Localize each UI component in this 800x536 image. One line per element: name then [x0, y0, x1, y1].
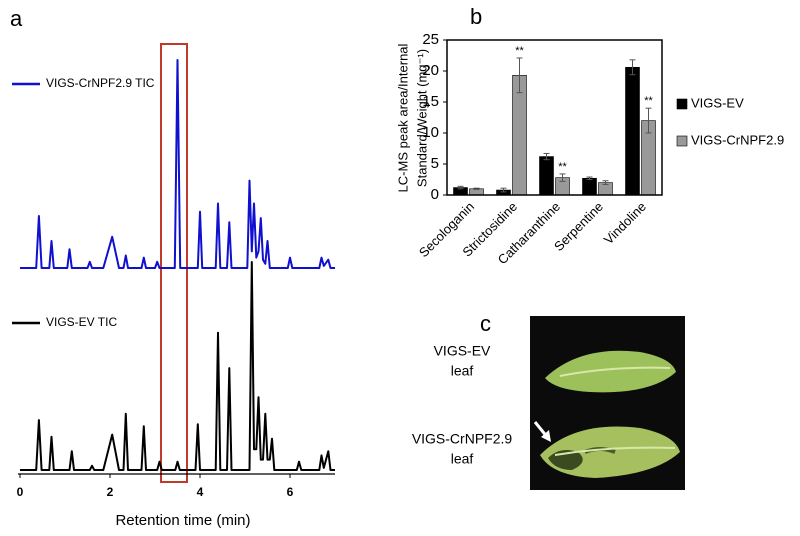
y-tick-label: 25 — [422, 31, 439, 48]
y-tick-label: 20 — [422, 62, 439, 79]
significance-label: ** — [644, 95, 653, 107]
trace-line — [20, 261, 335, 471]
x-axis-label: Retention time (min) — [115, 512, 250, 529]
x-tick-label: 6 — [287, 485, 294, 499]
error-bar — [473, 187, 480, 190]
bar — [625, 66, 640, 196]
error-bar — [500, 187, 507, 193]
legend-swatch — [676, 135, 688, 147]
bar — [582, 177, 597, 196]
legend-label: VIGS-EV TIC — [46, 315, 117, 329]
error-bar — [559, 173, 566, 182]
photo-caption: leaf — [451, 363, 474, 379]
error-bar — [586, 176, 593, 180]
leaf-photo — [530, 316, 685, 490]
plot-frame — [446, 39, 663, 196]
y-axis-label: Standard/Weight (mg⁻¹) — [414, 49, 429, 187]
legend-label: VIGS-CrNPF2.9 TIC — [46, 76, 155, 90]
error-bar — [543, 152, 550, 161]
x-tick-label: 4 — [197, 485, 204, 499]
panel-label: b — [470, 4, 482, 29]
bar — [539, 156, 554, 196]
y-tick-label: 10 — [422, 124, 439, 141]
photo-caption: VIGS-EV — [434, 343, 491, 359]
legend-swatch — [676, 98, 688, 110]
error-bar — [516, 57, 523, 94]
y-axis-label: LC-MS peak area/Internal — [395, 43, 410, 192]
legend-label: VIGS-EV — [691, 95, 744, 110]
y-tick-label: 5 — [431, 155, 439, 172]
y-tick-label: 0 — [431, 186, 439, 203]
panel-label: c — [480, 311, 491, 336]
significance-label: ** — [558, 161, 567, 173]
legend-label: VIGS-CrNPF2.9 — [691, 132, 784, 147]
bar — [512, 75, 527, 196]
error-bar — [645, 107, 652, 134]
error-bar — [457, 185, 464, 190]
photo-caption: VIGS-CrNPF2.9 — [412, 431, 513, 447]
trace-line — [20, 59, 335, 269]
photo-caption: leaf — [451, 451, 474, 467]
error-bar — [629, 59, 636, 76]
x-tick-label: 0 — [17, 485, 24, 499]
highlight-box — [160, 43, 188, 483]
error-bar — [602, 180, 609, 185]
y-tick-label: 15 — [422, 93, 439, 110]
x-tick-label: 2 — [107, 485, 114, 499]
significance-label: ** — [515, 45, 524, 57]
x-tick-label: Vindoline — [601, 199, 649, 247]
panel-label: a — [10, 6, 23, 31]
